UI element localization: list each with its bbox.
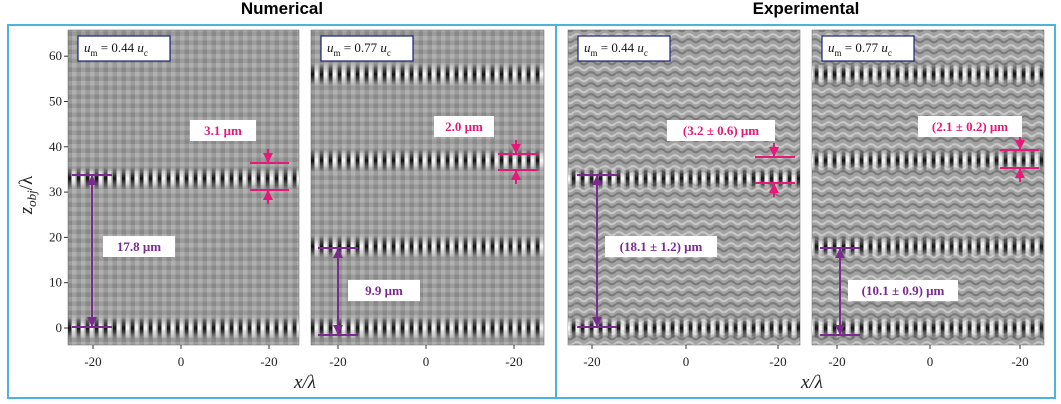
x-tick-label: -20 (260, 354, 277, 369)
condition-symbol: u (584, 40, 591, 55)
spacing-label: 2.0 μm (445, 119, 483, 134)
condition-unit: u (137, 40, 144, 55)
fringe-band (812, 317, 1044, 339)
x-tick-label: -20 (828, 354, 845, 369)
condition-sub: m (591, 48, 598, 58)
x-tick-label: 0 (927, 354, 934, 369)
x-tick-label: -20 (1011, 354, 1028, 369)
condition-label: um = 0.77 uc (327, 40, 391, 58)
condition-sub: m (835, 48, 842, 58)
spacing-box (434, 116, 494, 137)
condition-label: um = 0.44 uc (84, 40, 148, 58)
condition-unit-sub: c (888, 48, 892, 58)
condition-value: = 0.77 (341, 40, 381, 55)
fringe-band (812, 149, 1044, 172)
panel: um = 0.44 uc-20 0 -20(3.2 ± 0.6) μm(18.1 ±… (567, 29, 801, 369)
condition-label: um = 0.44 uc (584, 40, 648, 58)
fringe-band (812, 235, 1044, 258)
x-tick-label: -20 (84, 354, 101, 369)
spacing-label: (2.1 ± 0.2) μm (932, 119, 1008, 134)
y-label-symbol: z (16, 206, 37, 215)
period-label: (18.1 ± 1.2) μm (620, 239, 703, 254)
condition-sub: m (334, 48, 341, 58)
panel: um = 0.77 uc-20 0 -202.0 μm9.9 μm (310, 29, 545, 369)
period-box (605, 236, 717, 257)
spacing-label: 3.1 μm (204, 123, 242, 138)
y-tick-label: 10 (49, 275, 62, 290)
group-title: Experimental (753, 0, 860, 18)
x-tick-label: -20 (769, 354, 786, 369)
condition-sub: m (91, 48, 98, 58)
condition-label: um = 0.77 uc (828, 40, 892, 58)
condition-unit: u (380, 40, 387, 55)
condition-value: = 0.44 (598, 40, 638, 55)
period-box (848, 280, 958, 301)
fringe-band (68, 317, 299, 339)
x-axis-label: x/λ (293, 372, 316, 393)
x-tick-label: 0 (423, 354, 430, 369)
condition-unit-sub: c (144, 48, 148, 58)
period-box (103, 236, 175, 257)
spacing-box (918, 116, 1022, 137)
y-label-sub: obj (24, 190, 39, 207)
frame (555, 24, 1056, 399)
fringe-band (568, 317, 800, 339)
condition-symbol: u (327, 40, 334, 55)
period-label: 17.8 μm (117, 239, 161, 254)
spacing-box (190, 120, 256, 141)
y-axis-label: zobj/λ (16, 175, 39, 215)
condition-unit-sub: c (644, 48, 648, 58)
y-tick-label: 30 (49, 184, 62, 199)
period-label: (10.1 ± 0.9) μm (862, 283, 945, 298)
fringe-band (311, 149, 544, 172)
condition-box (821, 35, 915, 62)
spacing-box (667, 120, 775, 141)
spacing-label: (3.2 ± 0.6) μm (683, 123, 759, 138)
x-tick-label: -20 (505, 354, 522, 369)
fringe-band (311, 63, 544, 86)
condition-value: = 0.44 (98, 40, 138, 55)
fringe-band (68, 167, 299, 190)
condition-symbol: u (828, 40, 835, 55)
condition-value: = 0.77 (842, 40, 882, 55)
condition-unit: u (637, 40, 644, 55)
y-tick-label: 50 (49, 94, 62, 109)
x-axis-label: x/λ (800, 372, 823, 393)
fringe-band (812, 63, 1044, 86)
y-label-rest: /λ (16, 175, 37, 190)
group-title: Numerical (241, 0, 323, 18)
x-tick-label: -20 (583, 354, 600, 369)
y-tick-label: 40 (49, 139, 62, 154)
condition-unit-sub: c (387, 48, 391, 58)
condition-box (577, 35, 671, 62)
fringe-band (311, 317, 544, 339)
y-tick-label: 60 (49, 48, 62, 63)
fringe-band (568, 167, 800, 190)
period-label: 9.9 μm (365, 283, 403, 298)
fringe-band (311, 235, 544, 258)
period-box (348, 280, 420, 301)
condition-unit: u (881, 40, 888, 55)
x-tick-label: -20 (329, 354, 346, 369)
condition-box (320, 35, 414, 62)
panel: um = 0.77 uc-20 0 -20(2.1 ± 0.2) μm(10.1 ±… (811, 29, 1045, 369)
x-tick-label: 0 (683, 354, 690, 369)
condition-symbol: u (84, 40, 91, 55)
x-tick-label: 0 (178, 354, 185, 369)
y-tick-label: 20 (49, 229, 62, 244)
condition-box (77, 35, 171, 62)
y-tick-label: 0 (56, 320, 63, 335)
